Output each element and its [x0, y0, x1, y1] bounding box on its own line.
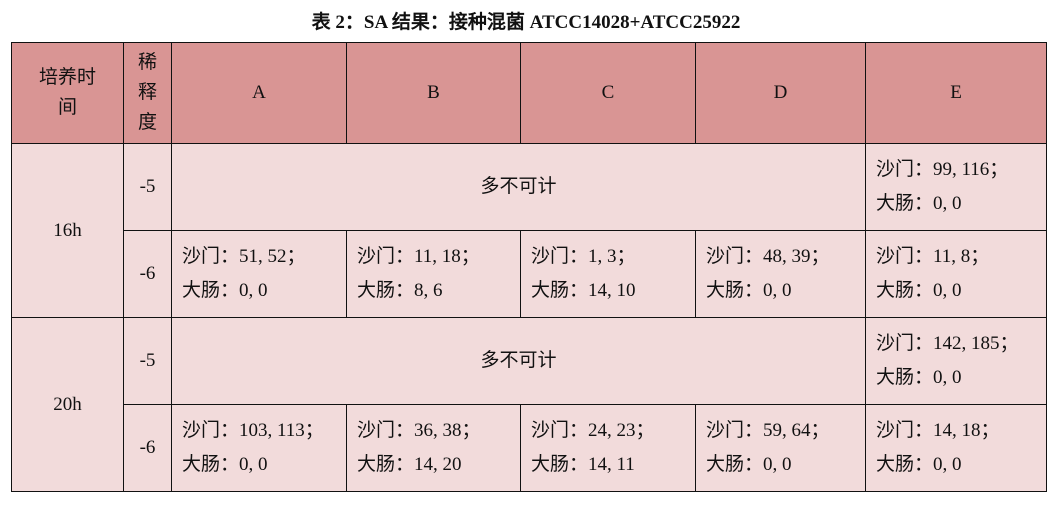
- result-cell: 沙门：1, 3； 大肠：14, 10: [520, 230, 696, 318]
- time-cell: 16h: [11, 143, 124, 318]
- dilution-cell: -6: [123, 404, 172, 492]
- result-cell: 沙门：142, 185； 大肠：0, 0: [865, 317, 1047, 405]
- table-row: 16h -5 多不可计 沙门：99, 116； 大肠：0, 0: [11, 143, 1047, 318]
- dilution-cell: -6: [123, 230, 172, 318]
- merged-cell: 多不可计: [171, 317, 866, 405]
- dilution-cell: -5: [123, 143, 172, 231]
- result-cell: 沙门：48, 39； 大肠：0, 0: [695, 230, 866, 318]
- table-row: 20h -5 多不可计 沙门：142, 185； 大肠：0, 0: [11, 317, 1047, 492]
- result-cell: 沙门：14, 18； 大肠：0, 0: [865, 404, 1047, 492]
- header-b: B: [346, 42, 521, 144]
- result-cell: 沙门：99, 116； 大肠：0, 0: [865, 143, 1047, 231]
- result-cell: 沙门：24, 23； 大肠：14, 11: [520, 404, 696, 492]
- header-e: E: [865, 42, 1047, 144]
- table-row: -6 沙门：103, 113； 大肠：0, 0 沙门：36, 38； 大肠：14, 20…: [12, 404, 1047, 492]
- table-title: 表 2：SA 结果：接种混菌 ATCC14028+ATCC25922: [311, 12, 741, 33]
- result-cell: 沙门：51, 52； 大肠：0, 0: [171, 230, 347, 318]
- result-cell: 沙门：59, 64； 大肠：0, 0: [695, 404, 866, 492]
- header-dilution: 稀释度: [123, 42, 172, 144]
- merged-cell: 多不可计: [171, 143, 866, 231]
- result-cell: 沙门：11, 18； 大肠：8, 6: [346, 230, 521, 318]
- time-cell: 20h: [11, 317, 124, 492]
- table-row: -6 沙门：51, 52； 大肠：0, 0 沙门：11, 18； 大肠：8, 6 沙门：1…: [12, 230, 1047, 318]
- results-table: 培养时间 稀释度 A B C D E 16h -5 多不可计 沙门：99, 116；大…: [11, 42, 1047, 492]
- header-c: C: [520, 42, 696, 144]
- result-cell: 沙门：103, 113； 大肠：0, 0: [171, 404, 347, 492]
- header-a: A: [171, 42, 347, 144]
- header-d: D: [695, 42, 866, 144]
- result-cell: 沙门：11, 8； 大肠：0, 0: [865, 230, 1047, 318]
- header-row: 培养时间 稀释度 A B C D E: [11, 42, 1047, 144]
- result-cell: 沙门：36, 38； 大肠：14, 20: [346, 404, 521, 492]
- header-time: 培养时间: [11, 42, 124, 144]
- dilution-cell: -5: [123, 317, 172, 405]
